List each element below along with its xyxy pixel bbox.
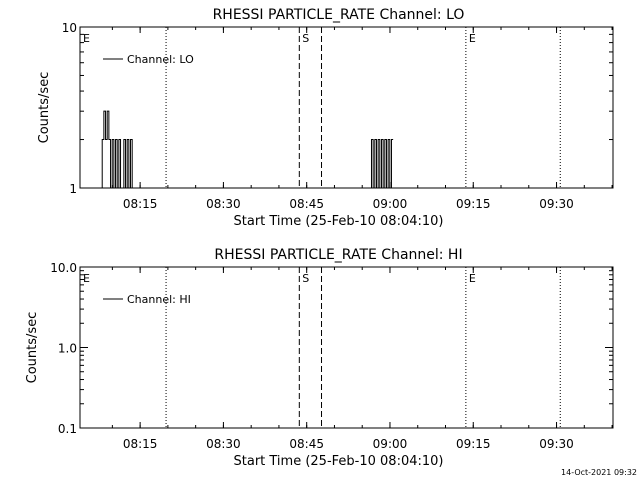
x-tick-label: 08:45 (289, 197, 324, 211)
event-marker-label: E (469, 272, 476, 285)
chart-panel-1: RHESSI PARTICLE_RATE Channel: HI Start Ti… (25, 247, 614, 469)
y-tick-label: 1 (69, 182, 77, 196)
event-marker-label: S (302, 32, 309, 45)
chart-title: RHESSI PARTICLE_RATE Channel: HI (214, 247, 462, 263)
x-tick-label: 08:15 (123, 197, 158, 211)
chart-panel-0: RHESSI PARTICLE_RATE Channel: LO Start Ti… (37, 7, 614, 229)
y-axis-label: Counts/sec (25, 312, 40, 384)
plot-frame (79, 26, 614, 189)
event-marker-label: S (302, 272, 309, 285)
x-tick-label: 09:30 (539, 437, 574, 451)
plot-frame (79, 266, 614, 429)
x-tick-label: 09:00 (373, 197, 408, 211)
x-axis-label: Start Time (25-Feb-10 08:04:10) (234, 454, 444, 469)
y-tick-label: 0.1 (58, 422, 77, 436)
event-marker-label: E (83, 272, 90, 285)
x-tick-label: 08:30 (206, 197, 241, 211)
x-axis-label: Start Time (25-Feb-10 08:04:10) (234, 214, 444, 229)
chart-title: RHESSI PARTICLE_RATE Channel: LO (213, 7, 465, 23)
x-tick-label: 08:30 (206, 437, 241, 451)
x-tick-label: 09:15 (456, 197, 491, 211)
y-axis-label: Counts/sec (37, 72, 52, 144)
x-tick-label: 08:15 (123, 437, 158, 451)
legend-label: Channel: LO (127, 53, 194, 66)
x-tick-label: 09:15 (456, 437, 491, 451)
x-tick-label: 08:45 (289, 437, 324, 451)
series-line (370, 139, 394, 189)
x-tick-label: 09:00 (373, 437, 408, 451)
x-tick-label: 09:30 (539, 197, 574, 211)
footer-timestamp: 14-Oct-2021 09:32 (561, 468, 637, 477)
y-tick-label: 10 (62, 21, 77, 35)
series-line (101, 110, 136, 189)
event-marker-label: E (83, 32, 90, 45)
legend-label: Channel: HI (127, 293, 191, 306)
y-tick-label: 10.0 (50, 261, 77, 275)
event-marker-label: E (469, 32, 476, 45)
y-tick-label: 1.0 (58, 342, 77, 356)
